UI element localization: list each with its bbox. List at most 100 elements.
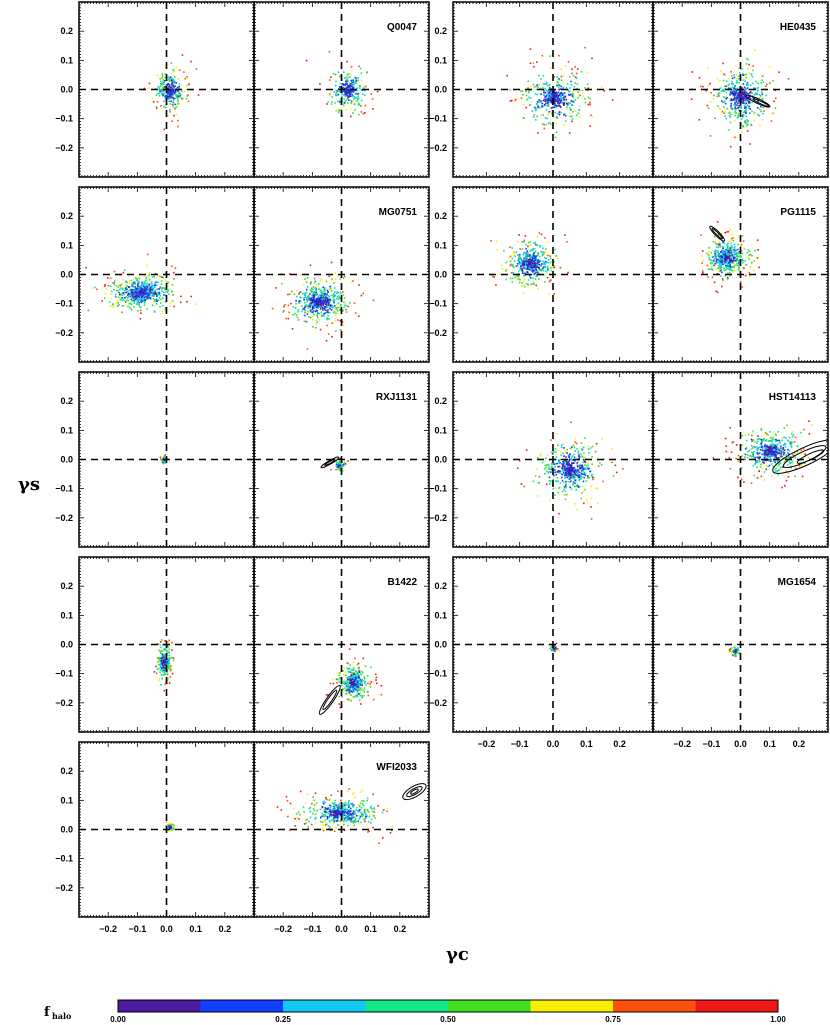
scatter-point <box>589 101 591 103</box>
scatter-point <box>176 97 179 99</box>
scatter-point <box>733 120 736 123</box>
scatter-point <box>520 90 522 92</box>
scatter-point <box>325 302 327 304</box>
scatter-point <box>538 269 541 271</box>
scatter-point <box>333 287 336 289</box>
scatter-point <box>144 301 146 303</box>
scatter-point <box>698 77 701 79</box>
scatter-point <box>546 265 549 268</box>
scatter-point <box>308 305 310 307</box>
scatter-point <box>104 292 107 295</box>
scatter-point <box>299 300 302 302</box>
scatter-point <box>577 96 579 99</box>
scatter-point <box>747 120 749 122</box>
scatter-point <box>572 74 575 77</box>
scatter-point <box>310 303 313 306</box>
scatter-point <box>563 95 565 97</box>
scatter-point <box>517 259 519 261</box>
scatter-point <box>158 288 160 290</box>
scatter-point <box>160 80 162 83</box>
scatter-point <box>150 281 153 283</box>
scatter-point <box>526 271 529 273</box>
scatter-point <box>539 246 541 248</box>
scatter-point <box>338 109 340 112</box>
scatter-point <box>571 120 573 123</box>
scatter-point <box>724 85 726 88</box>
scatter-point <box>316 316 319 319</box>
scatter-point <box>546 267 549 270</box>
scatter-point <box>294 312 296 315</box>
scatter-point <box>520 97 523 100</box>
scatter-point <box>542 269 545 272</box>
scatter-point <box>307 295 310 297</box>
scatter-point <box>546 104 548 107</box>
scatter-point <box>611 99 614 101</box>
scatter-point <box>574 110 576 112</box>
scatter-point <box>159 77 161 80</box>
scatter-point <box>546 93 548 96</box>
scatter-point <box>136 287 138 290</box>
scatter-point <box>149 293 152 296</box>
scatter-point <box>347 87 350 90</box>
scatter-point <box>751 110 753 113</box>
scatter-point <box>560 99 563 102</box>
scatter-point <box>575 77 578 79</box>
scatter-point <box>124 297 126 299</box>
scatter-point <box>757 100 759 103</box>
scatter-point <box>742 99 745 101</box>
scatter-point <box>146 308 148 310</box>
scatter-point <box>110 290 113 293</box>
scatter-point <box>584 101 587 104</box>
scatter-point <box>169 302 172 304</box>
scatter-point <box>333 305 335 308</box>
scatter-point <box>734 98 736 101</box>
scatter-point <box>569 115 571 118</box>
scatter-point <box>516 275 518 277</box>
scatter-point <box>353 103 356 106</box>
scatter-point <box>166 96 169 98</box>
scatter-point <box>766 83 768 86</box>
scatter-point <box>495 284 497 286</box>
scatter-point <box>738 81 740 84</box>
scatter-point <box>172 78 174 80</box>
scatter-point <box>522 266 525 269</box>
scatter-point <box>186 77 188 79</box>
scatter-point <box>735 90 738 92</box>
scatter-point <box>124 304 127 307</box>
scatter-point <box>133 306 135 308</box>
scatter-point <box>137 289 140 292</box>
subplot <box>253 186 430 363</box>
scatter-point <box>164 73 167 76</box>
scatter-point <box>735 104 737 106</box>
scatter-point <box>568 94 571 97</box>
scatter-point <box>749 98 752 100</box>
scatter-point <box>148 283 151 286</box>
scatter-point <box>129 280 131 283</box>
scatter-point <box>142 294 145 296</box>
scatter-point <box>350 107 352 110</box>
scatter-point <box>750 74 753 76</box>
scatter-point <box>523 252 525 254</box>
scatter-point <box>567 102 570 104</box>
scatter-point <box>105 287 107 290</box>
scatter-point <box>325 294 327 297</box>
scatter-point <box>136 290 138 293</box>
scatter-point <box>737 107 740 109</box>
scatter-point <box>186 95 188 97</box>
scatter-point <box>522 292 525 294</box>
scatter-point <box>171 290 174 292</box>
scatter-point <box>527 80 530 83</box>
scatter-point <box>346 80 348 83</box>
scatter-point <box>142 285 145 288</box>
scatter-point <box>336 309 339 312</box>
scatter-point <box>144 298 147 300</box>
scatter-point <box>745 99 748 101</box>
scatter-point <box>727 77 730 80</box>
scatter-point <box>541 123 544 125</box>
scatter-point <box>571 104 574 106</box>
scatter-point <box>544 262 546 264</box>
scatter-point <box>533 269 535 272</box>
scatter-point <box>724 96 726 99</box>
scatter-point <box>539 87 542 90</box>
scatter-point <box>528 260 530 262</box>
